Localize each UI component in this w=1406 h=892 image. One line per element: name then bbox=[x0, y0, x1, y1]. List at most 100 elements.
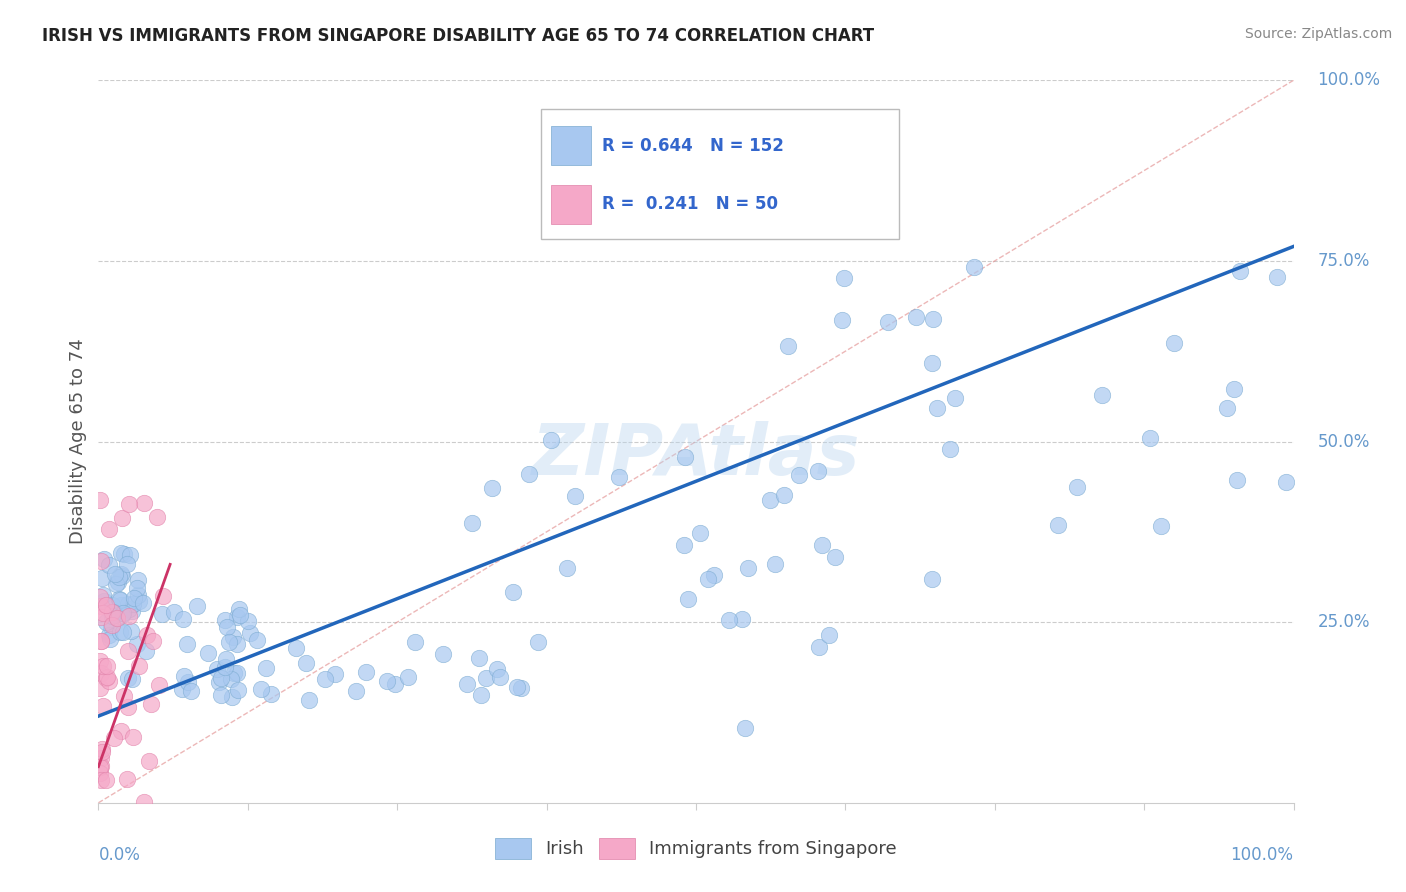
Text: 100.0%: 100.0% bbox=[1230, 847, 1294, 864]
Point bbox=[125, 637, 148, 651]
Point bbox=[807, 464, 830, 478]
Point bbox=[146, 509, 169, 524]
Point bbox=[432, 647, 454, 661]
Point bbox=[90, 554, 112, 568]
Point bbox=[132, 596, 155, 610]
Point bbox=[89, 681, 111, 696]
Point bbox=[96, 670, 118, 684]
Point bbox=[676, 592, 699, 607]
Point bbox=[221, 672, 243, 686]
Point bbox=[718, 613, 741, 627]
Point bbox=[734, 722, 756, 736]
Point bbox=[125, 581, 148, 595]
Point bbox=[344, 684, 367, 698]
Point bbox=[121, 604, 143, 618]
Point bbox=[456, 676, 478, 690]
Point bbox=[98, 674, 121, 689]
Point bbox=[120, 624, 142, 638]
Point bbox=[104, 577, 127, 591]
Point bbox=[384, 676, 406, 690]
Point bbox=[115, 557, 138, 571]
Point bbox=[90, 742, 112, 756]
Point bbox=[101, 598, 124, 612]
Point bbox=[354, 665, 377, 680]
Point bbox=[1046, 518, 1069, 533]
Point bbox=[186, 599, 208, 613]
Point bbox=[96, 772, 118, 787]
Point bbox=[510, 681, 533, 696]
Point bbox=[115, 772, 138, 787]
Point bbox=[176, 636, 198, 650]
Point bbox=[1216, 401, 1239, 415]
Point bbox=[90, 745, 112, 759]
Point bbox=[93, 551, 115, 566]
Point bbox=[98, 628, 121, 642]
Point bbox=[731, 612, 754, 626]
Point bbox=[811, 538, 834, 552]
Point bbox=[294, 656, 316, 670]
Point bbox=[222, 665, 245, 680]
Point bbox=[467, 651, 489, 665]
Point bbox=[818, 628, 841, 642]
Point bbox=[104, 607, 127, 622]
Point bbox=[118, 497, 141, 511]
Point bbox=[90, 610, 112, 624]
Point bbox=[110, 567, 132, 582]
Point bbox=[205, 662, 228, 676]
Text: 100.0%: 100.0% bbox=[1317, 71, 1381, 89]
Point bbox=[461, 516, 484, 530]
Point bbox=[104, 567, 127, 582]
Point bbox=[100, 605, 122, 619]
Point bbox=[90, 571, 112, 585]
Point bbox=[94, 671, 117, 685]
Point bbox=[208, 675, 231, 690]
Point bbox=[135, 644, 157, 658]
Point bbox=[209, 671, 232, 685]
Point bbox=[132, 496, 155, 510]
Point bbox=[89, 765, 111, 780]
Point bbox=[963, 260, 986, 274]
Point bbox=[117, 644, 139, 658]
Point bbox=[221, 690, 243, 704]
Point bbox=[110, 546, 132, 560]
Point bbox=[921, 356, 943, 370]
Point bbox=[250, 682, 273, 697]
Point bbox=[209, 688, 232, 702]
Point bbox=[94, 615, 117, 629]
Point bbox=[197, 646, 219, 660]
Point bbox=[939, 442, 962, 456]
Point bbox=[488, 670, 510, 684]
Point bbox=[162, 605, 184, 619]
Point bbox=[111, 511, 134, 525]
Point bbox=[89, 654, 111, 668]
Point bbox=[128, 593, 150, 607]
Point bbox=[117, 597, 139, 611]
Point bbox=[89, 492, 111, 507]
Point bbox=[89, 760, 111, 774]
Point bbox=[112, 689, 135, 703]
Text: 75.0%: 75.0% bbox=[1317, 252, 1369, 270]
Point bbox=[475, 671, 498, 685]
Point bbox=[831, 313, 853, 327]
Point bbox=[672, 538, 695, 552]
Point bbox=[172, 611, 194, 625]
Point bbox=[100, 608, 122, 623]
Point bbox=[763, 558, 786, 572]
Point bbox=[89, 591, 111, 605]
Point bbox=[214, 660, 236, 674]
Text: Source: ZipAtlas.com: Source: ZipAtlas.com bbox=[1244, 27, 1392, 41]
Point bbox=[470, 688, 492, 702]
Point bbox=[260, 687, 283, 701]
Point bbox=[111, 569, 134, 583]
Point bbox=[673, 450, 696, 464]
Point bbox=[807, 640, 830, 655]
Point bbox=[737, 561, 759, 575]
Point bbox=[1150, 519, 1173, 533]
Point bbox=[90, 759, 112, 773]
Point bbox=[404, 634, 426, 648]
Point bbox=[118, 602, 141, 616]
Point bbox=[110, 598, 132, 612]
Point bbox=[90, 633, 112, 648]
Point bbox=[103, 731, 125, 745]
Point bbox=[555, 561, 578, 575]
